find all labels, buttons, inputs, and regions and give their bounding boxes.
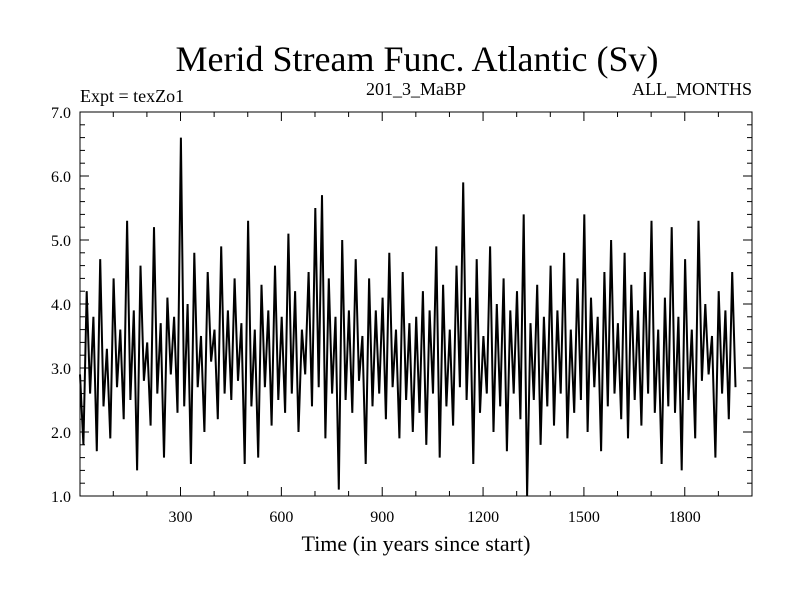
plot-area — [79, 111, 753, 497]
chart-title: Merid Stream Func. Atlantic (Sv) — [176, 39, 659, 79]
y-axis: 1.0 2.0 3.0 4.0 5.0 6.0 7.0 — [51, 105, 752, 506]
x-tick-label: 1200 — [467, 509, 499, 526]
y-tick-label: 4.0 — [51, 297, 71, 314]
series-line-1 — [79, 137, 737, 497]
x-axis-label: Time (in years since start) — [302, 531, 531, 556]
y-tick-label: 2.0 — [51, 425, 71, 442]
x-tick-label: 600 — [269, 509, 293, 526]
x-tick-label: 300 — [169, 509, 193, 526]
x-axis: 300 600 900 1200 1500 1800 — [112, 112, 719, 526]
experiment-label: Expt = texZo1 — [80, 86, 184, 106]
y-tick-label: 3.0 — [51, 361, 71, 378]
y-tick-label: 6.0 — [51, 169, 71, 186]
x-tick-label: 1800 — [669, 509, 701, 526]
period-label: 201_3_MaBP — [366, 79, 466, 99]
x-tick-label: 900 — [370, 509, 394, 526]
months-label: ALL_MONTHS — [632, 79, 752, 99]
y-tick-label: 1.0 — [51, 489, 71, 506]
y-tick-label: 7.0 — [51, 105, 71, 122]
x-tick-label: 1500 — [568, 509, 600, 526]
y-tick-label: 5.0 — [51, 233, 71, 250]
